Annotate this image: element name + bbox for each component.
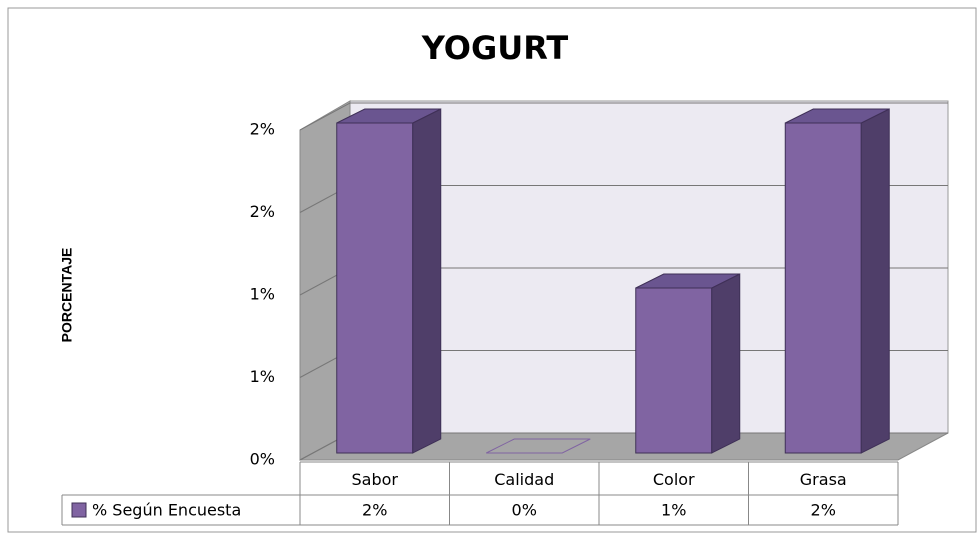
table-category: Color bbox=[653, 470, 695, 489]
bar-side bbox=[860, 108, 890, 454]
table-value: 0% bbox=[512, 501, 537, 520]
table-value: 2% bbox=[811, 501, 836, 520]
y-tick-label: 0% bbox=[250, 450, 275, 469]
y-tick-label: 1% bbox=[250, 285, 275, 304]
bar-front bbox=[635, 287, 713, 454]
y-axis-label: PORCENTAJE bbox=[59, 248, 75, 343]
bar-side bbox=[412, 108, 442, 454]
bar-top bbox=[486, 438, 591, 454]
y-tick-label: 2% bbox=[250, 120, 275, 139]
table-category: Grasa bbox=[800, 470, 847, 489]
grid-line bbox=[299, 102, 948, 131]
table-value: 2% bbox=[362, 501, 387, 520]
legend-label: % Según Encuesta bbox=[92, 501, 241, 520]
bar-front bbox=[784, 122, 862, 454]
table-category: Calidad bbox=[494, 470, 554, 489]
y-tick-label: 2% bbox=[250, 202, 275, 221]
chart-title: YOGURT bbox=[421, 29, 569, 67]
y-tick-label: 1% bbox=[250, 367, 275, 386]
bar-side bbox=[711, 273, 741, 454]
legend-swatch bbox=[71, 502, 87, 518]
bar-top bbox=[635, 273, 740, 289]
bar-front bbox=[336, 122, 414, 454]
table-category: Sabor bbox=[352, 470, 399, 489]
bar-top bbox=[785, 108, 890, 124]
bar-top bbox=[336, 108, 441, 124]
table-value: 1% bbox=[661, 501, 686, 520]
